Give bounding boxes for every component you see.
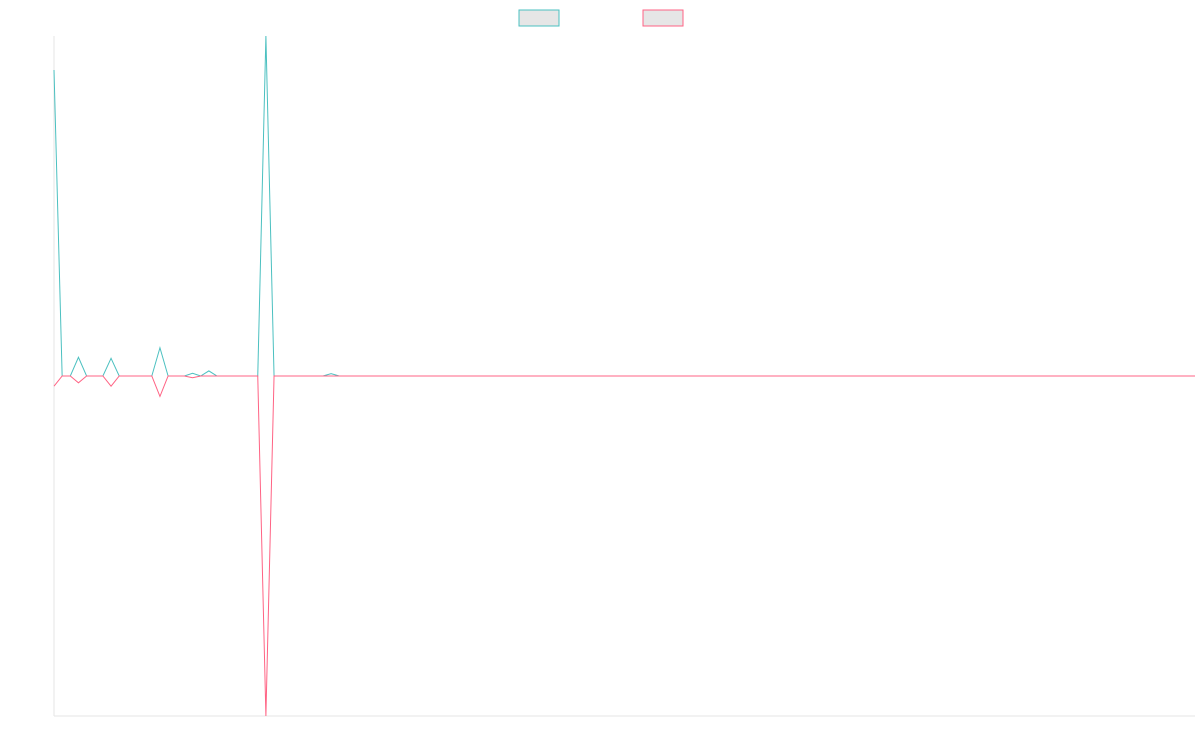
legend [518, 9, 684, 27]
legend-swatch-0[interactable] [518, 9, 560, 27]
series-layer [53, 35, 1195, 717]
series-line-1 [53, 375, 1195, 717]
series-line-0 [53, 35, 1195, 377]
axes [53, 36, 1195, 717]
legend-swatch-1[interactable] [642, 9, 684, 27]
